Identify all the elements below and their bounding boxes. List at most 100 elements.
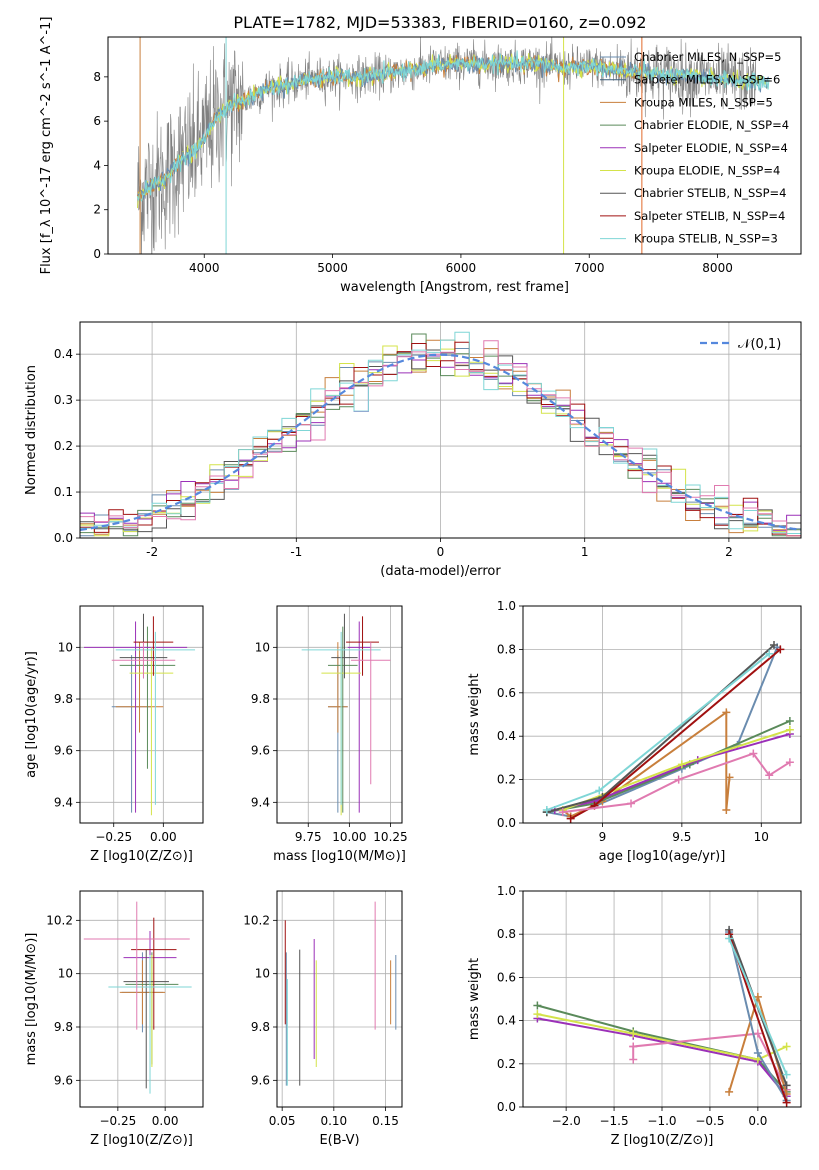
y-tick-label: 9.4 [251,795,270,809]
x-axis-label: E(B-V) [319,1133,359,1148]
y-tick-label: 10 [58,640,73,654]
series-line [562,710,731,818]
series-point-marker [753,1049,762,1057]
series-point-marker [765,771,774,780]
y-tick-label: 0.0 [497,1100,516,1114]
y-tick-label: 9.8 [251,692,270,706]
y-axis-label: Flux [f_λ 10^-17 erg cm^-2 s^-1 A^-1] [39,17,54,275]
legend-label: Kroupa STELIB, N_SSP=3 [634,232,778,246]
histogram-step-line [80,340,801,537]
x-tick-label: 10.25 [373,830,407,844]
x-tick-label: 0.05 [269,1114,296,1128]
y-tick-label: 1.0 [497,599,516,613]
y-axis-label: age [log10(age/yr)] [24,651,39,778]
y-tick-label: 10.2 [46,913,73,927]
y-tick-label: 0.6 [497,686,516,700]
y-tick-label: 2 [93,203,101,217]
y-tick-label: 9.6 [54,1073,73,1087]
mass_vs_Z-axes: −0.25 0.00 9.6 9.8 10 10.2 Z [log10(Z/Z⊙)] mass… [24,891,203,1148]
x-axis-label: Z [log10(Z/Z⊙)] [611,1133,714,1148]
mass_vs_Z-marks [83,901,192,1094]
age_vs_mass-frame [276,605,403,824]
weight_vs_age-frame [522,605,802,824]
legend-label: Salpeter ELODIE, N_SSP=4 [634,141,788,155]
x-tick-label: −2.0 [552,1114,581,1128]
y-tick-label: 0.8 [497,642,516,656]
series-line [537,1013,788,1061]
age_vs_Z-marks [83,613,196,816]
legend-label: 𝒩(0,1) [738,337,781,352]
mass_vs_EBV-marks [284,901,397,1086]
series-line [546,652,770,811]
y-tick-label: 10 [255,967,270,981]
series-point-marker [753,992,762,1001]
x-tick-label: 2 [725,545,733,559]
x-tick-label: 0.00 [152,1114,179,1128]
y-tick-label: 0.0 [497,816,516,830]
x-tick-label: 4000 [189,261,220,275]
series-point-marker [629,1029,638,1038]
legend-label: Chabrier MILES, N_SSP=5 [634,50,781,64]
x-axis-label: wavelength [Angstrom, rest frame] [340,280,569,295]
mass_vs_EBV-axes: 0.05 0.10 0.15 9.6 9.8 10 10.2 E(B-V) [243,891,402,1148]
legend-label: Kroupa ELODIE, N_SSP=4 [634,164,780,178]
y-tick-label: 0.4 [54,347,73,361]
weight_vs_Z-marks [533,925,791,1107]
series-line [728,938,788,1075]
residuals-axes: -2 -1 0 1 2 0.0 0.1 0.2 0.3 0.4 (data-model)/error… [24,322,801,579]
x-tick-label: −1.5 [599,1114,628,1128]
series-point-marker [677,760,686,769]
mass_vs_EBV-frame [276,890,403,1108]
series-point-marker [533,1001,542,1010]
y-tick-label: 9.4 [54,795,73,809]
series-point-marker [595,786,604,795]
series-point-marker [776,645,785,654]
y-tick-label: 10 [255,640,270,654]
x-tick-label: 8000 [702,261,733,275]
x-tick-label: 0.15 [372,1114,399,1128]
y-tick-label: 0.2 [497,1057,516,1071]
spectrum-axes: 4000 5000 6000 7000 8000 0 2 4 6 8 wavelength [Ang… [39,17,733,295]
series-line [546,644,775,814]
y-tick-label: 0 [93,247,101,261]
x-tick-label: -2 [146,545,158,559]
y-tick-label: 1.0 [497,884,516,898]
y-axis-label: Normed distribution [24,365,39,495]
age_vs_Z-axes: −0.25 0.00 9.4 9.6 9.8 10 Z [log10(Z/Z⊙)] age [… [24,606,203,864]
x-tick-label: 0 [437,545,445,559]
y-tick-label: 0.2 [54,439,73,453]
weight_vs_age-marks [542,641,794,823]
x-tick-label: 9.75 [295,830,322,844]
y-tick-label: 9.6 [54,744,73,758]
series-line [537,1017,788,1097]
x-axis-label: mass [log10(M/M⊙)] [273,849,406,864]
x-tick-label: 0.00 [150,830,177,844]
series-point-marker [782,1098,791,1107]
x-tick-label: 10 [754,830,769,844]
y-tick-label: 9.8 [54,1020,73,1034]
series-point-marker [782,1070,791,1079]
x-tick-label: 7000 [574,261,605,275]
y-tick-label: 10 [58,967,73,981]
age_vs_mass-axes: 9.75 10.00 10.25 9.4 9.6 9.8 10 mass [log10(M/M… [251,606,408,864]
series-point-marker [566,814,575,823]
y-axis-label: mass [log10(M/M⊙)] [24,933,39,1066]
y-tick-label: 0.6 [497,970,516,984]
spectrum-legend: Chabrier MILES, N_SSP=5 Salpeter MILES, N… [600,50,789,246]
y-tick-label: 4 [93,158,101,172]
x-tick-label: 0.0 [748,1114,767,1128]
x-axis-label: age [log10(age/yr)] [599,849,726,864]
histogram-step-line [80,341,801,537]
series-point-marker [627,799,636,808]
legend-label: Salpeter MILES, N_SSP=6 [634,73,780,87]
age_vs_mass-marks [301,613,391,816]
series-point-marker [722,805,731,814]
y-tick-label: 0.4 [497,729,516,743]
x-tick-label: -1 [290,545,302,559]
y-axis-label: mass weight [467,958,482,1040]
y-tick-label: 8 [93,70,101,84]
x-tick-label: 0.10 [320,1114,347,1128]
series-point-marker [533,1010,542,1019]
series-point-marker [674,775,683,784]
